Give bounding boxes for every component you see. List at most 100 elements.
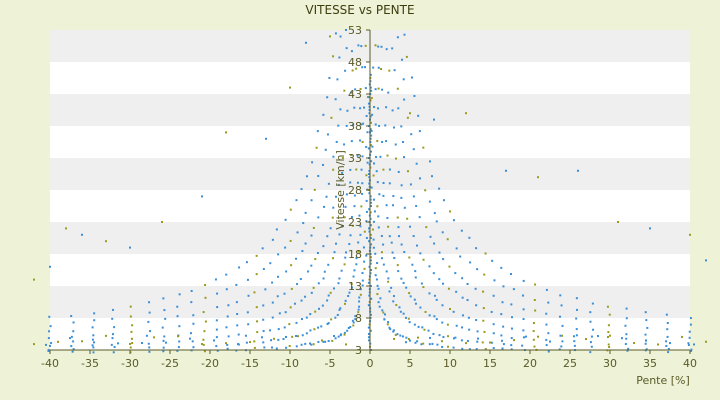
data-point (323, 205, 326, 208)
data-point (468, 236, 471, 239)
x-tick-label: -10 (281, 357, 299, 370)
data-point (289, 86, 291, 89)
data-point (334, 337, 337, 340)
data-point (353, 106, 356, 109)
data-point (360, 205, 363, 208)
data-point (399, 310, 402, 313)
data-point (204, 320, 207, 323)
data-point (406, 116, 409, 119)
data-point (329, 227, 332, 230)
data-point (351, 69, 354, 72)
data-point (418, 130, 421, 133)
data-point (337, 124, 340, 127)
data-point (382, 263, 385, 266)
data-point (446, 238, 449, 241)
data-point (105, 240, 107, 243)
data-point (372, 198, 375, 201)
data-point (190, 332, 193, 335)
data-point (330, 318, 333, 321)
data-point (460, 339, 463, 342)
data-point (388, 235, 391, 238)
data-point (645, 348, 648, 351)
data-point (687, 342, 690, 345)
data-point (433, 242, 436, 245)
data-point (81, 233, 83, 236)
data-point (561, 324, 564, 327)
data-point (432, 332, 435, 335)
data-point (502, 325, 505, 328)
data-point (364, 87, 367, 90)
data-point (335, 140, 338, 143)
data-point (455, 290, 458, 293)
data-point (688, 330, 691, 333)
data-point (271, 346, 274, 349)
data-point (149, 330, 152, 333)
y-tick-label: 23 (348, 216, 362, 229)
data-point (344, 299, 347, 302)
data-point (378, 305, 381, 308)
data-point (331, 216, 334, 219)
data-point (474, 287, 477, 290)
data-point (402, 141, 405, 144)
data-point (147, 342, 150, 345)
data-point (368, 227, 371, 230)
data-point (390, 241, 393, 244)
data-point (380, 251, 383, 254)
data-point (338, 56, 341, 59)
data-point (345, 47, 348, 50)
data-point (245, 341, 248, 344)
data-point (380, 257, 383, 260)
y-tick-label: 8 (355, 312, 362, 325)
data-point (300, 318, 303, 321)
data-point (111, 308, 114, 311)
data-point (350, 286, 353, 289)
data-point (343, 89, 346, 92)
data-point (370, 201, 373, 204)
data-point (513, 339, 515, 342)
data-point (438, 334, 441, 337)
data-point (45, 343, 47, 346)
data-point (382, 311, 385, 314)
data-point (373, 210, 376, 213)
data-point (415, 205, 418, 208)
data-point (312, 286, 315, 289)
data-point (202, 311, 205, 314)
data-point (202, 338, 205, 341)
data-point (93, 319, 96, 322)
x-tick-label: 25 (563, 357, 577, 370)
data-point (441, 304, 444, 307)
data-point (412, 235, 415, 238)
data-point (438, 187, 441, 190)
data-point (374, 252, 377, 255)
data-point (190, 301, 193, 304)
data-point (381, 88, 384, 91)
data-point (461, 314, 464, 317)
data-point (316, 130, 319, 133)
data-point (388, 69, 391, 72)
data-point (343, 302, 346, 305)
data-point (429, 235, 432, 238)
data-point (350, 282, 353, 285)
data-point (389, 328, 392, 331)
data-point (327, 182, 330, 185)
data-point (214, 278, 217, 281)
data-point (522, 308, 525, 311)
data-point (521, 344, 524, 347)
data-point (129, 342, 131, 345)
data-point (433, 294, 436, 297)
data-point (423, 328, 426, 331)
data-point (72, 340, 75, 343)
data-point (385, 140, 388, 143)
data-point (386, 323, 389, 326)
data-point (441, 231, 444, 234)
data-point (328, 76, 331, 79)
data-point (392, 329, 395, 332)
data-point (365, 237, 368, 240)
data-point (49, 325, 52, 328)
data-point (500, 313, 503, 316)
data-point (225, 326, 228, 329)
data-point (282, 338, 285, 341)
data-point (304, 242, 307, 245)
data-point (408, 256, 411, 259)
data-point (575, 328, 578, 331)
